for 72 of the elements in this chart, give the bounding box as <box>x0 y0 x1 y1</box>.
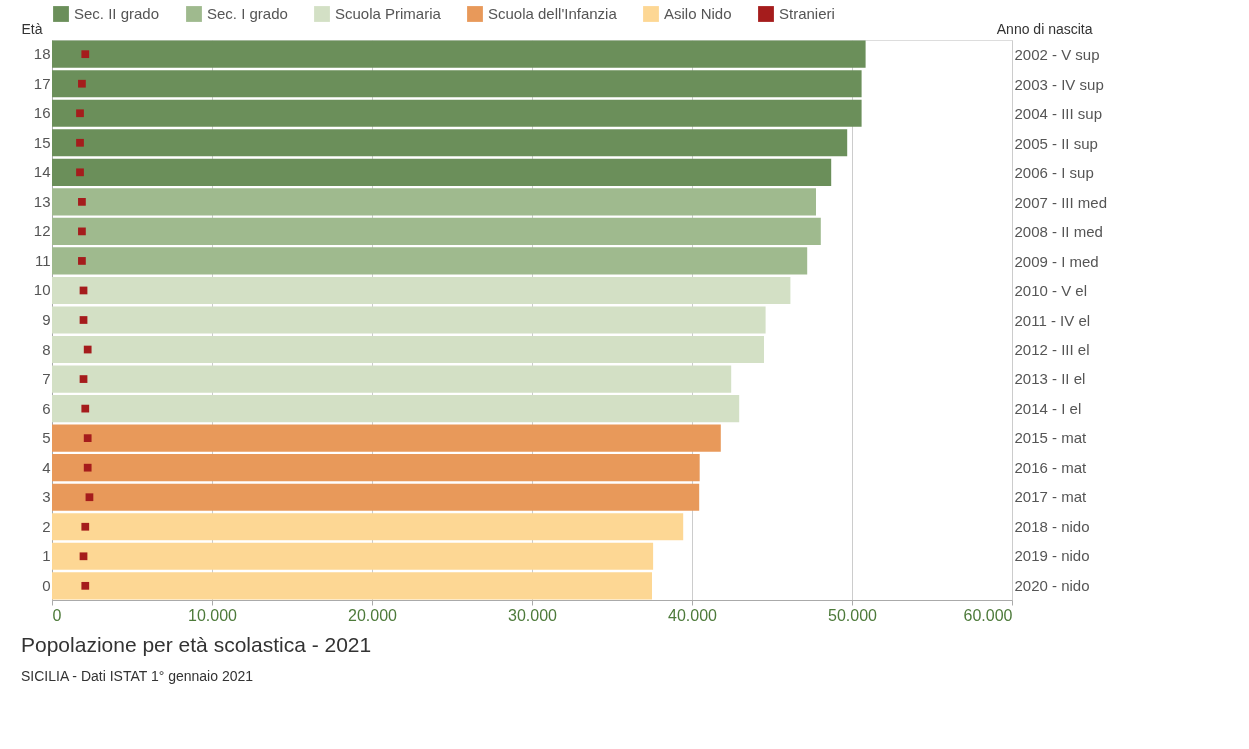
y2-tick-label: 2005 - II sup <box>1014 134 1098 152</box>
y-tick-label: 11 <box>34 251 51 269</box>
y-tick-label: 10 <box>33 281 51 299</box>
y2-tick-label: 2019 - nido <box>1014 547 1090 565</box>
y-tick-label: 0 <box>42 576 51 594</box>
point <box>78 79 86 88</box>
y-tick-label: 9 <box>42 311 51 328</box>
y2-tick-label: 2009 - I med <box>1014 252 1099 270</box>
legend-label: Sec. II grado <box>74 5 160 22</box>
text: Popolazione per età scolastica - 2021 <box>20 633 372 656</box>
point <box>81 404 90 413</box>
y2-axis-title: Anno di nascita <box>996 20 1093 37</box>
y-tick-label: 13 <box>33 192 51 210</box>
y-tick-label: 14 <box>33 163 51 181</box>
y-tick-label: 17 <box>33 74 51 92</box>
point <box>83 463 92 472</box>
y-tick-label: 12 <box>33 222 51 240</box>
y2-tick-label: 2014 - I el <box>1014 399 1082 417</box>
y2-tick-label: 2013 - II el <box>1014 370 1086 388</box>
x-tick-label: 50.000 <box>828 606 878 624</box>
point <box>76 168 84 177</box>
y2-tick-label: 2020 - nido <box>1014 576 1090 594</box>
legend-label: Stranieri <box>779 5 835 22</box>
y-tick-label: 8 <box>42 340 51 358</box>
y2-tick-label: 2007 - III med <box>1014 193 1108 211</box>
y2-tick-label: 2011 - IV el <box>1014 311 1091 329</box>
y-tick-label: 18 <box>33 45 51 63</box>
legend-label: Asilo Nido <box>664 5 732 22</box>
y2-tick-label: 2010 - V el <box>1014 282 1088 300</box>
point <box>78 197 86 206</box>
y2-tick-label: 2006 - I sup <box>1014 164 1094 182</box>
y-tick-label: 3 <box>42 488 51 506</box>
point <box>78 227 86 236</box>
point <box>79 316 88 324</box>
point <box>76 138 84 147</box>
y-tick-label: 2 <box>42 517 51 535</box>
y-tick-label: 15 <box>33 133 51 151</box>
point <box>79 375 88 383</box>
y-tick-label: 4 <box>42 458 51 476</box>
point <box>83 434 92 443</box>
point <box>83 345 92 354</box>
x-tick-label: 60.000 <box>963 606 1013 624</box>
legend-label: Sec. I grado <box>207 5 288 22</box>
y2-tick-label: 2008 - II med <box>1014 223 1103 241</box>
point <box>81 522 90 531</box>
x-tick-label: 10.000 <box>188 606 238 624</box>
y2-tick-label: 2018 - nido <box>1014 517 1090 535</box>
y-tick-label: 1 <box>42 547 51 565</box>
y2-tick-label: 2017 - mat <box>1014 488 1088 506</box>
y-tick-label: 6 <box>42 399 51 417</box>
y-tick-label: 5 <box>42 429 51 447</box>
legend-label: Scuola Primaria <box>335 5 442 22</box>
text: SICILIA - Dati ISTAT 1° gennaio 2021 <box>20 668 254 684</box>
y2-tick-label: 2004 - III sup <box>1014 105 1103 123</box>
point <box>85 493 94 502</box>
x-tick-label: 30.000 <box>508 606 558 624</box>
y2-tick-label: 2012 - III el <box>1014 340 1090 358</box>
y-tick-label: 16 <box>33 104 51 122</box>
point <box>79 552 88 561</box>
point <box>81 50 90 59</box>
legend-label: Scuola dell'Infanzia <box>488 5 618 22</box>
y2-tick-label: 2002 - V sup <box>1014 46 1100 64</box>
y2-tick-label: 2003 - IV sup <box>1014 75 1104 93</box>
x-tick-label: 40.000 <box>668 606 718 624</box>
y-tick-label: 7 <box>42 370 51 388</box>
y2-tick-label: 2015 - mat <box>1014 429 1088 447</box>
y2-tick-label: 2016 - mat <box>1014 458 1088 476</box>
y-axis-title: Età <box>21 20 43 37</box>
x-tick-label: 20.000 <box>348 606 398 624</box>
point <box>78 257 86 265</box>
point <box>81 581 90 590</box>
point <box>76 109 84 118</box>
